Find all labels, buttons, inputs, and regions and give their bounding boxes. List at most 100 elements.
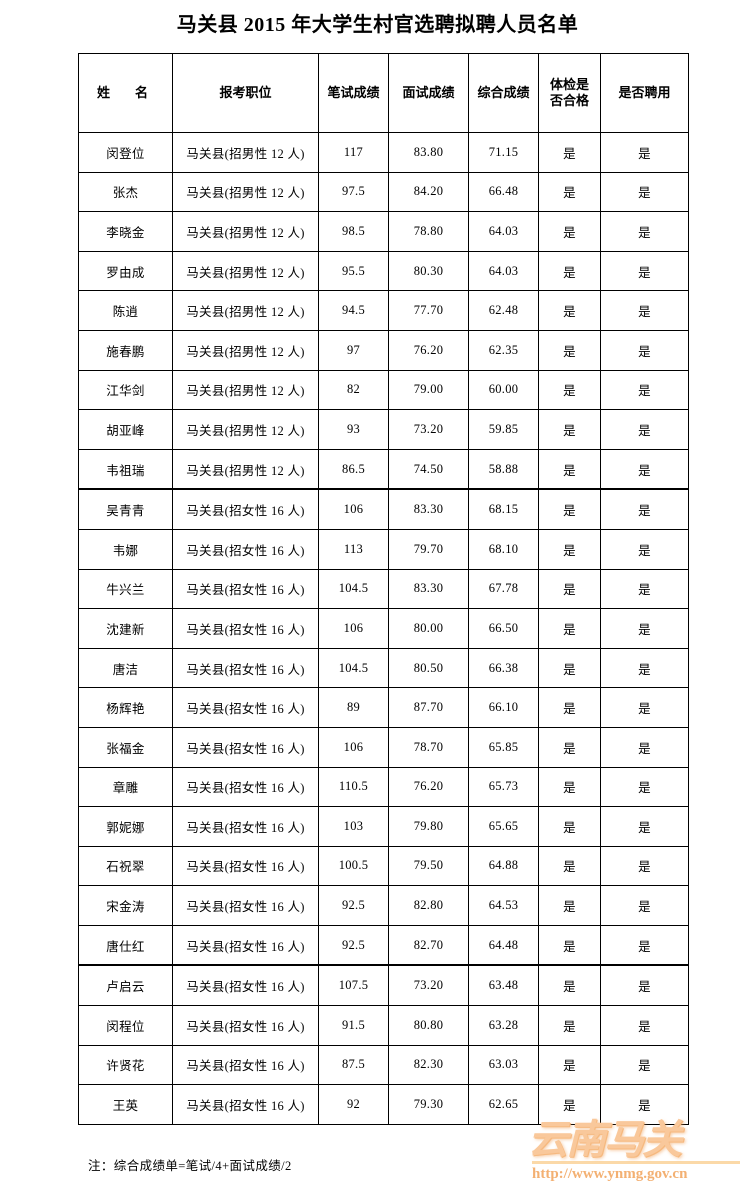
cell-hired: 是 — [600, 448, 689, 490]
cell-written-score: 104.5 — [318, 647, 389, 689]
cell-total-score: 64.53 — [468, 885, 539, 926]
cell-name: 郭妮娜 — [78, 806, 173, 847]
cell-position: 马关县(招女性 16 人) — [172, 806, 319, 847]
cell-total-score: 63.48 — [468, 964, 539, 1007]
cell-hired: 是 — [600, 766, 689, 808]
cell-written-score: 98.5 — [318, 211, 389, 252]
cell-interview-score: 84.20 — [388, 171, 469, 213]
cell-interview-score: 82.70 — [388, 924, 469, 966]
cell-medical-pass: 是 — [538, 250, 601, 292]
table-body: 闵登位 马关县(招男性 12 人) 117 83.80 71.15 是是张杰 马关县(招男性… — [78, 132, 689, 1125]
column-header-name: 姓 名 — [78, 53, 173, 133]
cell-written-score: 107.5 — [318, 964, 389, 1007]
cell-medical-pass: 是 — [538, 726, 601, 768]
cell-written-score: 106 — [318, 488, 389, 530]
cell-name: 罗由成 — [78, 250, 173, 292]
cell-position: 马关县(招女性 16 人) — [172, 568, 319, 610]
cell-name: 张杰 — [78, 171, 173, 213]
cell-name: 施春鹏 — [78, 329, 173, 371]
watermark-rule — [532, 1161, 740, 1164]
cell-total-score: 60.00 — [468, 369, 539, 411]
cell-position: 马关县(招男性 12 人) — [172, 369, 319, 411]
cell-hired: 是 — [600, 687, 689, 728]
cell-medical-pass: 是 — [538, 885, 601, 926]
cell-hired: 是 — [600, 409, 689, 450]
cell-name: 许贤花 — [78, 1044, 173, 1086]
cell-total-score: 65.85 — [468, 726, 539, 768]
cell-interview-score: 80.50 — [388, 647, 469, 689]
column-header-medical-line1: 体检是 — [549, 76, 589, 92]
cell-hired: 是 — [600, 329, 689, 371]
cell-medical-pass: 是 — [538, 409, 601, 450]
cell-hired: 是 — [600, 924, 689, 966]
cell-position: 马关县(招女性 16 人) — [172, 964, 319, 1007]
cell-written-score: 89 — [318, 687, 389, 728]
cell-interview-score: 80.00 — [388, 608, 469, 649]
table-row: 吴青青 马关县(招女性 16 人) 106 83.30 68.15 是是 — [78, 488, 689, 530]
cell-medical-pass: 是 — [538, 647, 601, 689]
cell-hired: 是 — [600, 488, 689, 530]
table-header: 姓 名 报考职位 笔试成绩 面试成绩 综合成绩 体检是 否合格 是否聘用 — [78, 53, 689, 133]
cell-position: 马关县(招女性 16 人) — [172, 845, 319, 887]
table-row: 杨辉艳 马关县(招女性 16 人) 89 87.70 66.10 是是 — [78, 687, 689, 728]
cell-total-score: 65.73 — [468, 766, 539, 808]
table-row: 石祝翠 马关县(招女性 16 人) 100.5 79.50 64.88 是是 — [78, 845, 689, 887]
cell-position: 马关县(招女性 16 人) — [172, 1005, 319, 1046]
cell-written-score: 91.5 — [318, 1005, 389, 1046]
cell-written-score: 113 — [318, 528, 389, 570]
cell-written-score: 87.5 — [318, 1044, 389, 1086]
cell-medical-pass: 是 — [538, 290, 601, 331]
table-row: 张杰 马关县(招男性 12 人) 97.5 84.20 66.48 是是 — [78, 171, 689, 213]
cell-written-score: 92.5 — [318, 885, 389, 926]
cell-position: 马关县(招女性 16 人) — [172, 885, 319, 926]
cell-position: 马关县(招男性 12 人) — [172, 211, 319, 252]
column-header-medical-line2: 否合格 — [549, 93, 589, 108]
cell-name: 唐仕红 — [78, 924, 173, 966]
column-header-medical: 体检是 否合格 — [538, 53, 601, 133]
cell-name: 韦祖瑞 — [78, 448, 173, 490]
cell-interview-score: 74.50 — [388, 448, 469, 490]
cell-hired: 是 — [600, 964, 689, 1007]
cell-interview-score: 79.30 — [388, 1084, 469, 1125]
cell-total-score: 63.03 — [468, 1044, 539, 1086]
table-row: 王英 马关县(招女性 16 人) 92 79.30 62.65 是是 — [78, 1084, 689, 1125]
cell-name: 胡亚峰 — [78, 409, 173, 450]
cell-total-score: 62.48 — [468, 290, 539, 331]
table-footnote: 注：综合成绩单=笔试/4+面试成绩/2 — [88, 1159, 292, 1173]
cell-position: 马关县(招男性 12 人) — [172, 409, 319, 450]
cell-medical-pass: 是 — [538, 1044, 601, 1086]
table-row: 闵程位 马关县(招女性 16 人) 91.5 80.80 63.28 是是 — [78, 1005, 689, 1046]
cell-medical-pass: 是 — [538, 568, 601, 610]
cell-position: 马关县(招男性 12 人) — [172, 290, 319, 331]
cell-name: 张福金 — [78, 726, 173, 768]
cell-position: 马关县(招男性 12 人) — [172, 250, 319, 292]
cell-medical-pass: 是 — [538, 211, 601, 252]
table-row: 李晓金 马关县(招男性 12 人) 98.5 78.80 64.03 是是 — [78, 211, 689, 252]
cell-position: 马关县(招女性 16 人) — [172, 488, 319, 530]
cell-total-score: 64.48 — [468, 924, 539, 966]
cell-name: 卢启云 — [78, 964, 173, 1007]
cell-interview-score: 78.70 — [388, 726, 469, 768]
cell-position: 马关县(招男性 12 人) — [172, 132, 319, 173]
cell-written-score: 93 — [318, 409, 389, 450]
cell-total-score: 64.88 — [468, 845, 539, 887]
cell-interview-score: 79.50 — [388, 845, 469, 887]
cell-written-score: 97 — [318, 329, 389, 371]
cell-total-score: 63.28 — [468, 1005, 539, 1046]
cell-hired: 是 — [600, 171, 689, 213]
table-row: 韦祖瑞 马关县(招男性 12 人) 86.5 74.50 58.88 是是 — [78, 448, 689, 490]
table-row: 唐仕红 马关县(招女性 16 人) 92.5 82.70 64.48 是是 — [78, 924, 689, 966]
table-row: 沈建新 马关县(招女性 16 人) 106 80.00 66.50 是是 — [78, 608, 689, 649]
cell-position: 马关县(招男性 12 人) — [172, 171, 319, 213]
cell-hired: 是 — [600, 845, 689, 887]
cell-hired: 是 — [600, 528, 689, 570]
cell-hired: 是 — [600, 369, 689, 411]
cell-medical-pass: 是 — [538, 369, 601, 411]
cell-medical-pass: 是 — [538, 528, 601, 570]
cell-medical-pass: 是 — [538, 448, 601, 490]
cell-medical-pass: 是 — [538, 171, 601, 213]
cell-position: 马关县(招女性 16 人) — [172, 924, 319, 966]
cell-name: 章雕 — [78, 766, 173, 808]
cell-hired: 是 — [600, 211, 689, 252]
cell-medical-pass: 是 — [538, 964, 601, 1007]
